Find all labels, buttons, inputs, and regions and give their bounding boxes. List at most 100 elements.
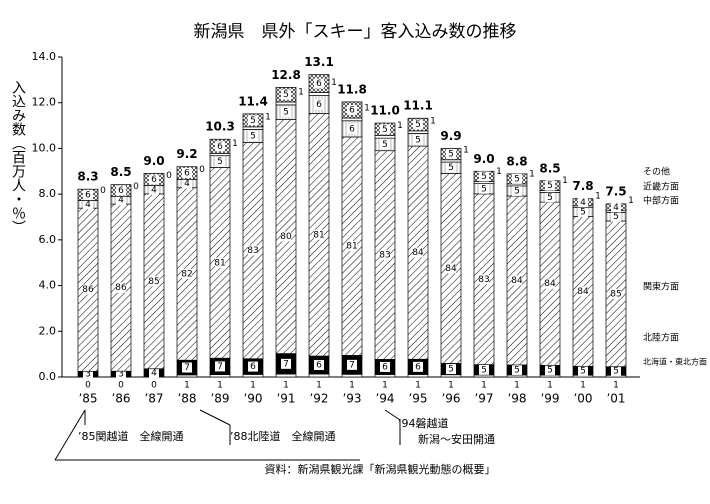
label-bg	[479, 274, 489, 285]
label-bg	[215, 361, 225, 372]
label-bg	[149, 174, 159, 185]
bar-segment	[341, 117, 363, 122]
share-label: 1	[529, 169, 535, 179]
legend-label: 中部方面	[643, 195, 679, 207]
share-label: 1	[496, 167, 502, 177]
share-label: 84	[544, 279, 556, 289]
bar-segment	[407, 130, 429, 134]
label-bg	[512, 185, 522, 196]
share-label: 84	[577, 287, 589, 297]
bar-segment	[341, 373, 363, 378]
share-label: 5	[514, 186, 520, 196]
label-bg	[545, 192, 555, 203]
y-tick-label: 8.0	[39, 187, 57, 200]
label-bg	[314, 99, 324, 110]
label-bg	[248, 245, 258, 256]
share-label: 5	[580, 208, 586, 218]
chart-title: 新潟県 県外「スキー」客入込み数の推移	[194, 22, 517, 42]
share-label: 6	[316, 100, 322, 110]
label-bg	[479, 171, 489, 182]
label-bg	[446, 364, 456, 375]
x-tick-label: ’95	[408, 392, 427, 406]
share-label: 1	[217, 381, 223, 391]
share-label: 5	[613, 367, 619, 377]
share-label: 4	[151, 368, 157, 378]
label-bg	[83, 189, 93, 200]
share-label: 86	[82, 285, 94, 295]
share-label: 80	[280, 232, 292, 242]
share-label: 5	[382, 140, 388, 150]
share-label: 81	[214, 258, 225, 268]
legend-label: その他	[643, 166, 670, 178]
y-tick-label: 14.0	[32, 50, 57, 63]
y-tick-label: 4.0	[39, 279, 57, 292]
share-label: 81	[313, 230, 324, 240]
share-label: 0	[100, 186, 106, 196]
share-label: 5	[415, 120, 421, 130]
label-bg	[611, 211, 621, 222]
share-label: 5	[415, 135, 421, 145]
share-label: 1	[382, 381, 388, 391]
label-bg	[446, 149, 456, 160]
annotation: ’88北陸道 全線開通	[230, 429, 336, 443]
share-label: 0	[151, 381, 157, 391]
share-label: 1	[580, 381, 586, 391]
share-label: 1	[613, 381, 619, 391]
annotation: ’94磐越道	[398, 416, 449, 430]
share-label: 5	[514, 174, 520, 184]
share-label: 1	[415, 381, 421, 391]
share-label: 83	[247, 246, 258, 256]
share-label: 4	[151, 185, 157, 195]
share-label: 6	[316, 361, 322, 371]
share-label: 5	[580, 366, 586, 376]
share-label: 5	[448, 163, 454, 173]
label-bg	[182, 362, 192, 373]
share-label: 5	[283, 108, 289, 118]
share-label: 1	[562, 176, 568, 186]
label-bg	[215, 141, 225, 152]
label-bg	[215, 257, 225, 268]
label-bg	[314, 229, 324, 240]
label-bg	[248, 130, 258, 141]
share-label: 1	[265, 112, 271, 122]
share-label: 5	[547, 366, 553, 376]
label-bg	[281, 231, 291, 242]
label-bg	[248, 361, 258, 372]
x-tick-label: ’01	[606, 392, 625, 406]
share-label: 4	[613, 203, 619, 213]
share-label: 5	[448, 365, 454, 375]
label-bg	[512, 173, 522, 184]
share-label: 1	[448, 381, 454, 391]
label-bg	[314, 360, 324, 371]
share-label: 0	[118, 381, 124, 391]
label-bg	[413, 134, 423, 145]
share-label: 1	[397, 121, 403, 131]
label-bg	[116, 185, 126, 196]
label-bg	[578, 197, 588, 208]
label-bg	[578, 207, 588, 218]
share-label: 7	[283, 359, 289, 369]
share-label: 1	[283, 381, 289, 391]
share-label: 0	[199, 165, 205, 175]
share-label: 1	[595, 191, 601, 201]
y-tick-label: 10.0	[32, 141, 57, 154]
bar-segment	[209, 152, 231, 157]
label-bg	[413, 119, 423, 130]
total-label: 10.3	[205, 120, 235, 134]
share-label: 6	[250, 362, 256, 372]
share-label: 84	[511, 276, 523, 286]
bar-segment	[308, 373, 330, 378]
label-bg	[512, 364, 522, 375]
total-label: 11.1	[403, 99, 433, 113]
total-label: 13.1	[304, 55, 334, 69]
total-label: 8.8	[506, 154, 527, 168]
label-bg	[611, 288, 621, 299]
total-label: 12.8	[271, 68, 301, 82]
share-label: 3	[118, 370, 124, 380]
share-label: 1	[628, 196, 634, 206]
total-label: 11.0	[370, 104, 400, 118]
bar-segment	[374, 135, 396, 139]
total-label: 8.3	[77, 170, 98, 184]
bar-segment	[407, 374, 429, 378]
